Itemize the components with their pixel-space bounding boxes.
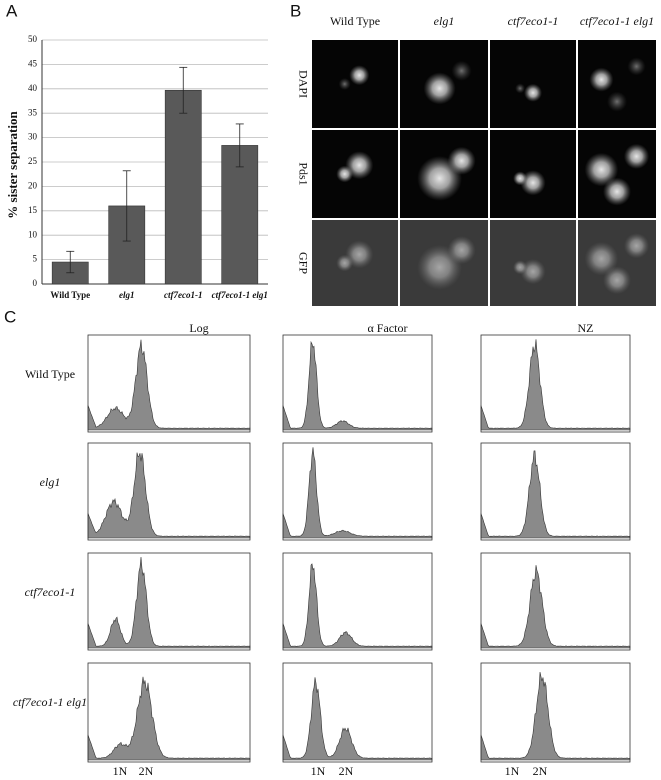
histogram [282, 340, 433, 431]
histogram-frame [282, 552, 433, 651]
panel-label: C [4, 307, 16, 326]
error-bar [122, 170, 131, 242]
cell [447, 146, 476, 175]
y-tick-label: 35 [28, 107, 38, 117]
histogram-frame [87, 662, 251, 763]
ploidy-label: 2N [139, 764, 154, 778]
cell [603, 177, 631, 206]
x-tick-label: ctf7eco1-1 [164, 290, 202, 300]
column-header: ctf7eco1-1 [508, 14, 559, 28]
cell [584, 152, 619, 187]
histogram [87, 339, 251, 431]
column-header: Wild Type [330, 14, 380, 28]
cell [627, 57, 646, 76]
cell [515, 83, 526, 94]
row-label: Pds1 [296, 162, 310, 185]
cell [423, 72, 456, 105]
cell [447, 236, 476, 265]
histogram-frame [282, 334, 433, 433]
error-bar [66, 250, 75, 274]
cell [584, 241, 619, 276]
cell [451, 60, 472, 81]
panel-label: A [6, 1, 18, 20]
row-label: Wild Type [25, 367, 75, 381]
y-tick-label: 5 [33, 254, 38, 264]
histogram [480, 339, 631, 431]
histogram [282, 447, 433, 539]
y-tick-label: 0 [33, 278, 38, 288]
histogram [480, 450, 631, 539]
error-bar [235, 123, 244, 168]
x-tick-label: Wild Type [50, 290, 90, 300]
histogram [282, 677, 433, 761]
y-tick-label: 45 [28, 58, 38, 68]
y-axis-label: % sister separation [5, 111, 20, 219]
y-tick-label: 40 [28, 83, 38, 93]
histogram [87, 676, 251, 761]
histogram-frame [480, 334, 631, 433]
ploidy-label: 2N [533, 764, 548, 778]
y-tick-label: 10 [28, 229, 38, 239]
cell [336, 165, 354, 183]
y-tick-label: 30 [28, 132, 38, 142]
histogram-frame [87, 552, 251, 651]
histogram-frame [87, 442, 251, 541]
micrograph [578, 40, 656, 128]
column-header: Log [189, 321, 208, 335]
histogram-frame [282, 662, 433, 763]
column-header: NZ [578, 321, 594, 335]
column-header: α Factor [368, 321, 408, 335]
cell [607, 91, 627, 112]
ploidy-label: 1N [505, 764, 520, 778]
x-tick-label: elg1 [119, 290, 135, 300]
histogram-frame [480, 442, 631, 541]
y-tick-label: 50 [28, 34, 38, 44]
x-tick-label: ctf7eco1-1 elg1 [212, 290, 268, 300]
row-label: DAPI [296, 70, 310, 98]
bar [164, 89, 202, 285]
ploidy-label: 1N [113, 764, 128, 778]
ploidy-label: 2N [339, 764, 354, 778]
histogram-frame [480, 662, 631, 763]
histogram [87, 452, 251, 539]
error-bar [179, 66, 188, 114]
row-label: ctf7eco1-1 elg1 [13, 695, 87, 709]
y-tick-label: 25 [28, 156, 38, 166]
histogram [480, 671, 631, 761]
column-header: ctf7eco1-1 elg1 [580, 14, 654, 28]
histogram [87, 557, 251, 649]
cell [338, 78, 351, 90]
cell [524, 83, 542, 102]
cell [349, 65, 370, 86]
histogram-frame [480, 552, 631, 651]
row-label: elg1 [40, 475, 61, 489]
histogram [480, 565, 631, 649]
cell [623, 233, 650, 259]
cell [336, 254, 354, 272]
histogram [282, 563, 433, 649]
cell [513, 171, 528, 186]
row-label: GFP [296, 252, 310, 274]
cell [513, 260, 528, 275]
bar [221, 145, 259, 285]
histogram-frame [282, 442, 433, 541]
row-label: ctf7eco1-1 [25, 585, 76, 599]
histogram-frame [87, 334, 251, 433]
ploidy-label: 1N [311, 764, 326, 778]
y-tick-label: 20 [28, 180, 38, 190]
cell [603, 266, 631, 295]
cell [589, 67, 614, 92]
column-header: elg1 [434, 14, 455, 28]
y-tick-label: 15 [28, 205, 38, 215]
panel-label: B [290, 1, 301, 20]
cell [623, 143, 650, 169]
